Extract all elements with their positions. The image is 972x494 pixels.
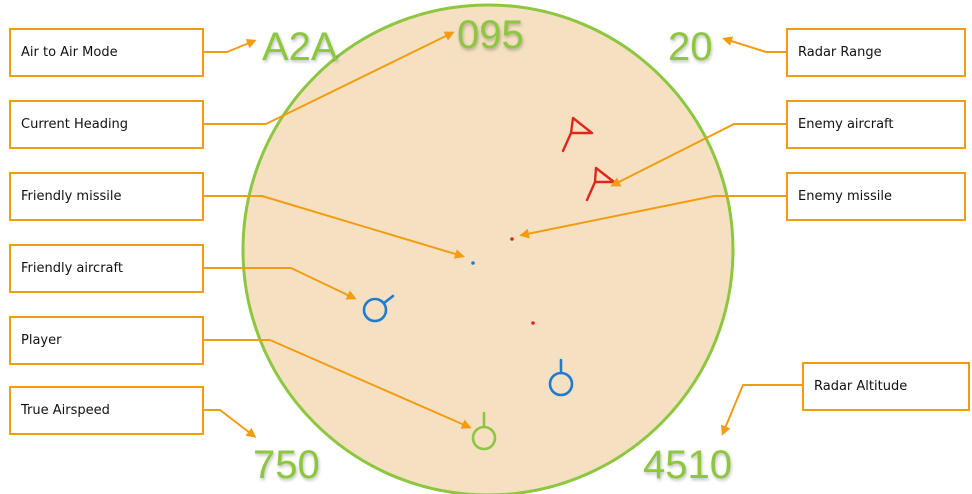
callout-radar-altitude: Radar Altitude [802,362,970,411]
friendly-aircraft-icon [362,294,395,323]
enemy-missile-icon [510,237,514,241]
arrow-airspeed [203,409,257,438]
arrow-friendly-missile [203,195,465,259]
arrow-radar-range [722,36,786,53]
player-aircraft-icon [471,411,497,451]
arrow-radar-altitude [721,384,802,436]
callout-player: Player [9,316,204,365]
arrow-friendly-aircraft [203,267,357,300]
arrow-enemy-missile [519,195,786,239]
callout-enemy-missile: Enemy missile [786,172,966,221]
callout-airspeed: True Airspeed [9,386,204,435]
friendly-aircraft-icon [548,358,574,397]
enemy-aircraft-icon [561,116,594,153]
friendly-missile-icon [471,261,475,265]
enemy-aircraft-icon [585,166,616,202]
callout-enemy-aircraft: Enemy aircraft [786,100,966,149]
callout-heading: Current Heading [9,100,204,149]
radar-scope [241,3,735,494]
heading-readout: 095 [457,13,524,57]
callout-radar-range: Radar Range [786,28,966,77]
arrow-enemy-aircraft [610,123,786,187]
altitude-readout: 4510 [643,443,732,487]
enemy-missile-icon [531,321,535,325]
arrow-player [203,339,472,429]
airspeed-readout: 750 [253,443,320,487]
arrow-heading [203,31,455,125]
callout-mode: Air to Air Mode [9,28,204,77]
mode-readout: A2A [262,25,338,69]
callout-friendly-missile: Friendly missile [9,172,204,221]
arrow-mode [203,39,257,53]
radar-range-readout: 20 [668,25,713,69]
callout-friendly-aircraft: Friendly aircraft [9,244,204,293]
